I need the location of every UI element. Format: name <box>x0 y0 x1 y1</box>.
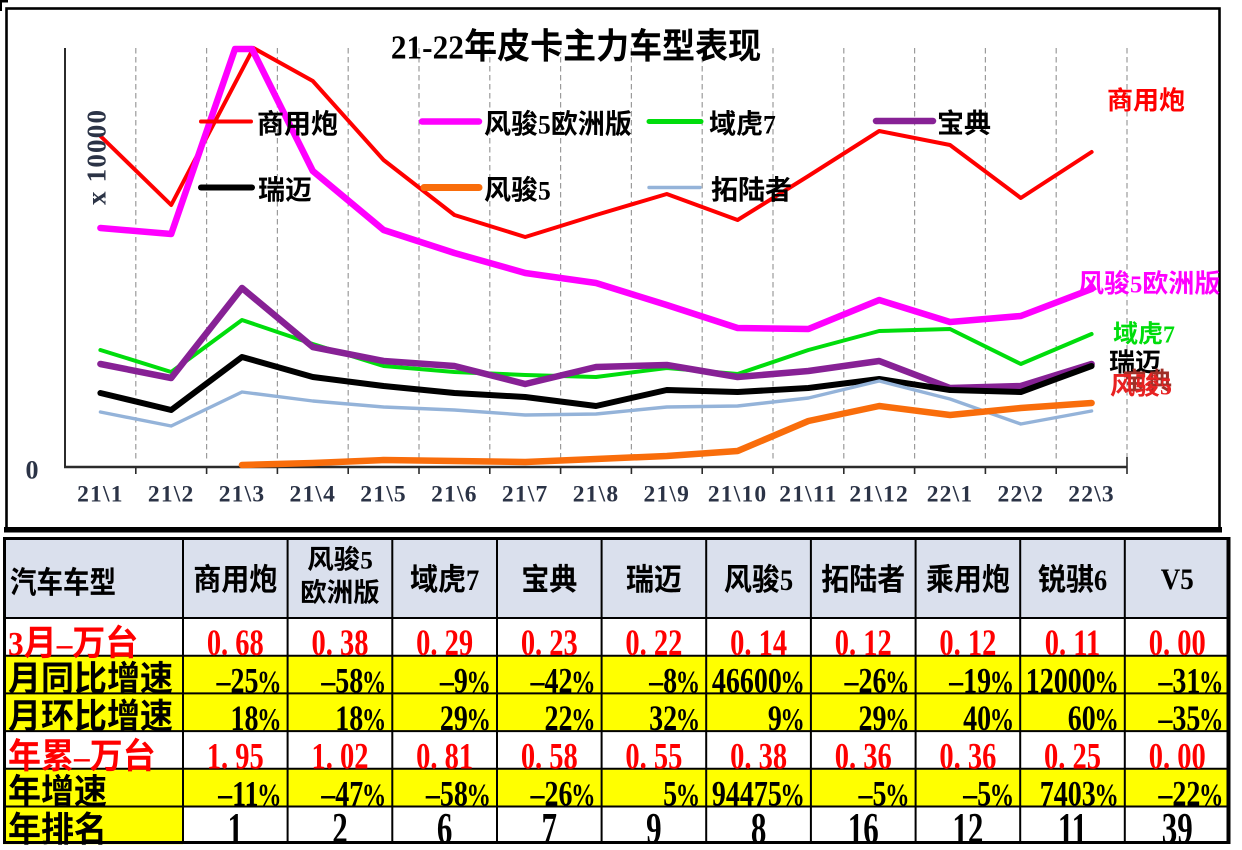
svg-text:0. 58: 0. 58 <box>521 737 578 777</box>
svg-text:–47%: –47% <box>320 773 386 813</box>
svg-text:V5: V5 <box>1161 564 1194 596</box>
svg-text:6: 6 <box>1094 565 1107 597</box>
svg-text:2: 2 <box>332 805 348 850</box>
svg-text:–22%: –22% <box>1158 773 1224 813</box>
svg-text:–5%: –5% <box>858 773 910 813</box>
svg-text:5: 5 <box>538 110 551 139</box>
svg-text:3: 3 <box>8 626 24 663</box>
svg-text:21\5: 21\5 <box>360 482 407 508</box>
svg-text:0. 12: 0. 12 <box>939 624 996 664</box>
svg-text:0. 29: 0. 29 <box>416 624 473 664</box>
svg-text:–25%: –25% <box>216 660 282 700</box>
svg-text:0. 22: 0. 22 <box>625 624 682 664</box>
svg-text:29%: 29% <box>859 698 910 738</box>
svg-text:46600%: 46600% <box>712 660 805 700</box>
svg-text:0. 25: 0. 25 <box>1044 737 1101 777</box>
svg-text:5: 5 <box>780 565 793 597</box>
svg-text:0. 38: 0. 38 <box>312 624 369 664</box>
svg-text:–35%: –35% <box>1158 698 1224 738</box>
svg-text:0. 00: 0. 00 <box>1149 737 1206 777</box>
svg-text:–5%: –5% <box>962 773 1014 813</box>
svg-text:12000%: 12000% <box>1026 660 1119 700</box>
svg-text:8: 8 <box>751 805 767 850</box>
svg-text:–: – <box>56 626 73 663</box>
svg-text:5: 5 <box>1130 271 1142 298</box>
svg-text:–: – <box>73 739 90 776</box>
svg-text:–58%: –58% <box>320 660 386 700</box>
svg-text:–42%: –42% <box>530 660 596 700</box>
svg-text:0. 00: 0. 00 <box>1149 624 1206 664</box>
svg-text:21\3: 21\3 <box>219 482 266 508</box>
svg-text:7: 7 <box>1163 322 1175 348</box>
svg-text:94475%: 94475% <box>712 773 805 813</box>
svg-text:0. 55: 0. 55 <box>625 737 682 777</box>
svg-text:0. 36: 0. 36 <box>939 737 996 777</box>
svg-text:–26%: –26% <box>844 660 910 700</box>
svg-text:7: 7 <box>542 805 558 850</box>
svg-text:9%: 9% <box>768 698 805 738</box>
svg-text:21\11: 21\11 <box>779 482 837 508</box>
svg-text:7403%: 7403% <box>1040 773 1119 813</box>
svg-text:18%: 18% <box>231 698 282 738</box>
svg-text:0. 68: 0. 68 <box>207 624 264 664</box>
svg-text:21\10: 21\10 <box>708 482 768 508</box>
svg-text:1. 95: 1. 95 <box>207 737 264 777</box>
svg-text:21\2: 21\2 <box>148 482 195 508</box>
svg-text:5: 5 <box>538 176 551 205</box>
svg-text:6: 6 <box>437 805 453 850</box>
svg-text:22\2: 22\2 <box>998 482 1045 508</box>
svg-text:21\1: 21\1 <box>77 482 124 508</box>
svg-text:0. 23: 0. 23 <box>521 624 578 664</box>
svg-text:0. 14: 0. 14 <box>730 624 787 664</box>
svg-text:21\7: 21\7 <box>502 482 549 508</box>
svg-text:x 10000: x 10000 <box>82 109 112 205</box>
svg-text:18%: 18% <box>335 698 386 738</box>
svg-text:22%: 22% <box>545 698 596 738</box>
svg-text:21\4: 21\4 <box>290 482 337 508</box>
svg-text:–58%: –58% <box>425 773 491 813</box>
svg-text:7: 7 <box>466 565 479 597</box>
svg-text:0: 0 <box>26 456 39 485</box>
svg-text:0. 11: 0. 11 <box>1045 624 1100 664</box>
svg-text:0. 12: 0. 12 <box>835 624 892 664</box>
svg-text:40%: 40% <box>963 698 1014 738</box>
svg-text:–8%: –8% <box>648 660 700 700</box>
svg-text:0. 36: 0. 36 <box>835 737 892 777</box>
svg-text:22\3: 22\3 <box>1068 482 1115 508</box>
svg-text:21\9: 21\9 <box>644 482 691 508</box>
svg-text:29%: 29% <box>440 698 491 738</box>
svg-text:21-22: 21-22 <box>391 29 464 66</box>
svg-text:21\12: 21\12 <box>849 482 909 508</box>
svg-text:21\6: 21\6 <box>431 482 478 508</box>
svg-text:32%: 32% <box>649 698 700 738</box>
svg-text:12: 12 <box>952 805 983 850</box>
svg-text:–11%: –11% <box>217 773 281 813</box>
svg-text:0. 81: 0. 81 <box>416 737 473 777</box>
svg-text:7: 7 <box>763 110 776 139</box>
svg-text:–26%: –26% <box>530 773 596 813</box>
svg-text:5: 5 <box>1160 374 1172 400</box>
svg-text:1. 02: 1. 02 <box>312 737 369 777</box>
svg-text:39: 39 <box>1162 805 1193 850</box>
svg-text:–31%: –31% <box>1158 660 1224 700</box>
svg-text:0. 38: 0. 38 <box>730 737 787 777</box>
svg-text:1: 1 <box>228 805 244 850</box>
svg-text:16: 16 <box>848 805 879 850</box>
svg-text:60%: 60% <box>1068 698 1119 738</box>
svg-text:21\8: 21\8 <box>573 482 620 508</box>
svg-text:5%: 5% <box>663 773 700 813</box>
svg-text:9: 9 <box>646 805 662 850</box>
svg-text:5: 5 <box>360 548 373 575</box>
svg-text:–9%: –9% <box>439 660 491 700</box>
svg-text:22\1: 22\1 <box>927 482 974 508</box>
svg-text:–19%: –19% <box>948 660 1014 700</box>
svg-text:11: 11 <box>1058 805 1087 850</box>
